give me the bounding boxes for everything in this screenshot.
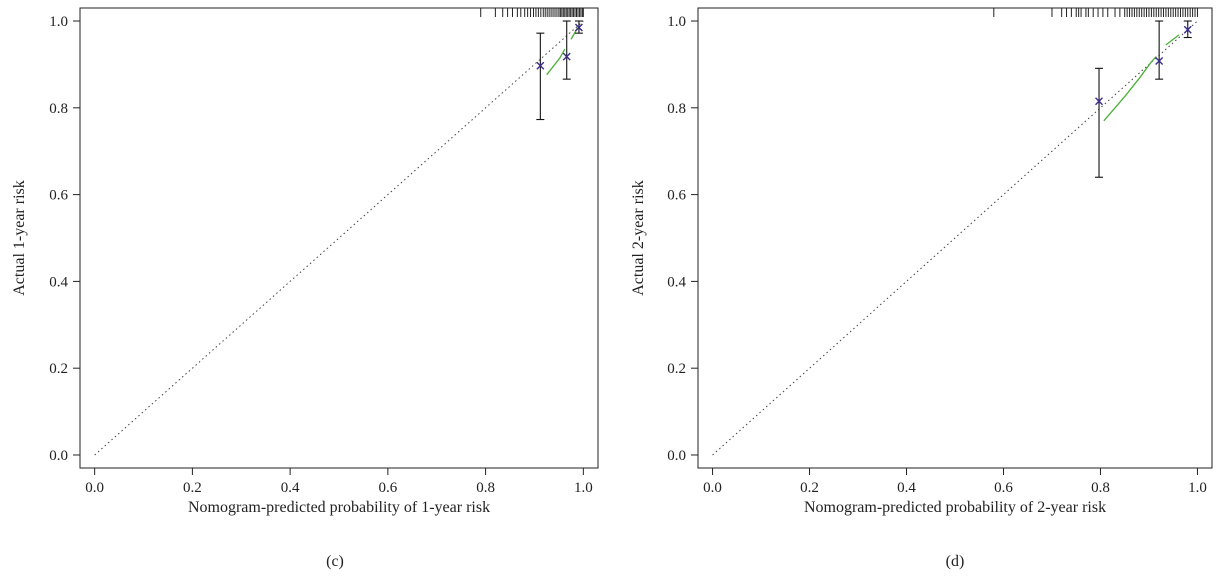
smooth-calibration-line-0: [546, 48, 566, 76]
point-marker-stroke: [1095, 97, 1104, 106]
x-tick-label: 0.6: [994, 480, 1013, 496]
x-axis-title: Nomogram-predicted probability of 2-year…: [804, 499, 1106, 516]
point-marker-stroke: [536, 61, 545, 70]
y-tick-label: 0.0: [667, 448, 686, 464]
plot-frame: [697, 7, 1213, 469]
data-point: [562, 52, 571, 61]
y-tick-label: 0.8: [49, 101, 68, 117]
x-tick-label: 0.4: [281, 480, 300, 496]
y-tick-label: 1.0: [49, 14, 68, 30]
x-tick-label: 1.0: [574, 480, 593, 496]
y-tick-label: 1.0: [667, 14, 686, 30]
x-tick-label: 0.8: [1091, 480, 1110, 496]
y-tick-label: 0.6: [667, 188, 686, 204]
reference-line: [94, 20, 584, 456]
y-axis-title: Actual 2-year risk: [630, 180, 647, 296]
x-tick-label: 0.2: [183, 480, 202, 496]
smooth-calibration-line-1: [1165, 34, 1180, 46]
point-marker-stroke: [562, 52, 571, 61]
y-tick-label: 0.6: [49, 188, 68, 204]
x-tick-label: 0.6: [378, 480, 397, 496]
data-point: [574, 23, 583, 32]
point-marker-stroke: [574, 23, 583, 32]
reference-line: [712, 20, 1198, 456]
y-tick-label: 0.8: [667, 101, 686, 117]
data-point: [1095, 97, 1104, 106]
x-tick-label: 0.8: [476, 480, 495, 496]
y-axis-title: Actual 1-year risk: [11, 180, 28, 296]
data-point: [1183, 25, 1192, 34]
x-tick-label: 0.0: [85, 480, 104, 496]
x-tick-label: 0.0: [703, 480, 722, 496]
y-tick-label: 0.0: [49, 448, 68, 464]
smooth-calibration-line-0: [1103, 56, 1157, 122]
y-tick-label: 0.4: [49, 274, 68, 290]
data-point: [1155, 56, 1164, 65]
point-marker-stroke: [1155, 56, 1164, 65]
y-tick-label: 0.4: [667, 274, 686, 290]
x-tick-label: 1.0: [1188, 480, 1207, 496]
x-axis-title: Nomogram-predicted probability of 1-year…: [188, 499, 490, 516]
data-point: [536, 61, 545, 70]
plot-frame: [79, 7, 599, 469]
x-tick-label: 0.2: [800, 480, 819, 496]
x-tick-label: 0.4: [897, 480, 916, 496]
y-tick-label: 0.2: [667, 361, 686, 377]
panel-label: (d): [946, 553, 965, 570]
panel-label: (c): [326, 553, 344, 570]
y-tick-label: 0.2: [49, 361, 68, 377]
point-marker-stroke: [1183, 25, 1192, 34]
chart-panel-0: 0.0 0.2 0.4 0.6 0.8 1.0 0.0 0.2 0.4 0.6 0.8 1.0 Nomo…: [11, 7, 599, 570]
chart-panel-1: 0.0 0.2 0.4 0.6 0.8 1.0 0.0 0.2 0.4 0.6 0.8 1.0 Nomo…: [630, 7, 1213, 570]
